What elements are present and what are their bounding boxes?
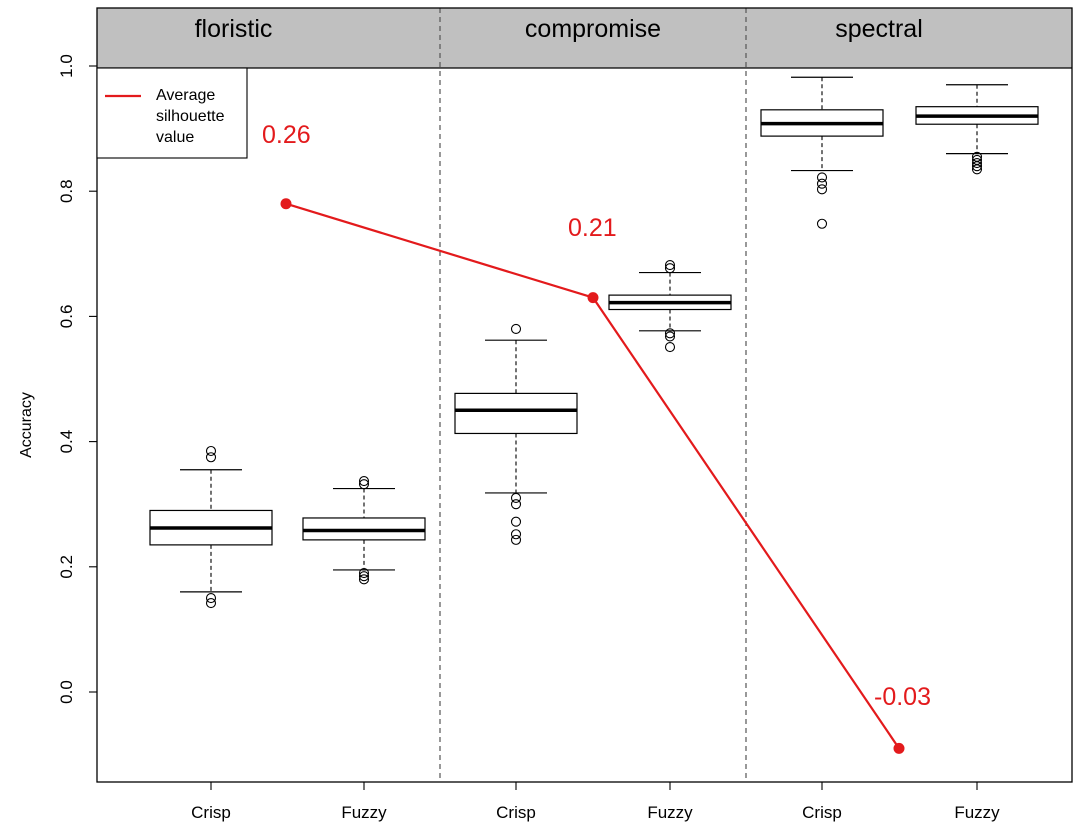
outlier-point-floristic-crisp (205, 593, 217, 604)
x-tick-label-compromise-crisp: Crisp (496, 803, 536, 822)
outlier-point-compromise-crisp (510, 323, 522, 334)
outlier-point-spectral-crisp (816, 178, 828, 189)
panel-title-spectral: spectral (835, 15, 923, 43)
x-tick-label-compromise-fuzzy: Fuzzy (647, 803, 693, 822)
outlier-point-compromise-fuzzy (664, 260, 676, 271)
y-tick-label: 0.4 (57, 430, 76, 454)
outlier-point-spectral-crisp (816, 172, 828, 183)
x-tick-label-spectral-crisp: Crisp (802, 803, 842, 822)
plot-frame (96, 7, 1073, 783)
silhouette-point-compromise (587, 292, 599, 304)
legend-label-line: value (156, 129, 194, 146)
outlier-point-compromise-fuzzy (664, 328, 676, 339)
panel-title-compromise: compromise (525, 15, 661, 43)
outlier-point-compromise-fuzzy (664, 331, 676, 342)
legend-label-line: silhouette (156, 108, 225, 125)
outlier-point-spectral-fuzzy (971, 164, 983, 175)
box-compromise-crisp (454, 392, 578, 435)
panel-strip (97, 8, 1072, 68)
x-tick-label-spectral-fuzzy: Fuzzy (954, 803, 1000, 822)
y-tick-label: 0.8 (57, 179, 76, 203)
y-tick-label: 0.6 (57, 305, 76, 329)
y-tick-label: 0.0 (57, 680, 76, 704)
silhouette-label-compromise: 0.21 (568, 214, 617, 242)
outlier-point-compromise-crisp (510, 529, 522, 540)
outlier-point-spectral-fuzzy (971, 157, 983, 169)
outlier-point-compromise-crisp (510, 499, 522, 510)
outlier-point-floristic-fuzzy (358, 574, 370, 585)
silhouette-label-floristic: 0.26 (262, 121, 311, 149)
y-tick-label: 0.2 (57, 555, 76, 579)
outlier-point-floristic-crisp (205, 445, 217, 457)
outlier-point-compromise-crisp (510, 534, 522, 545)
outlier-point-floristic-fuzzy (358, 475, 370, 487)
y-tick-label: 1.0 (57, 54, 76, 78)
silhouette-point-spectral (893, 742, 905, 754)
outlier-point-compromise-fuzzy (664, 263, 676, 274)
legend-label-line: Average (156, 87, 215, 104)
outlier-point-floristic-fuzzy (358, 568, 370, 579)
silhouette-point-floristic (280, 198, 292, 210)
panel-title-floristic: floristic (195, 15, 273, 43)
outlier-point-spectral-crisp (816, 184, 828, 195)
outlier-point-floristic-crisp (205, 452, 217, 463)
outlier-point-floristic-fuzzy (358, 479, 370, 490)
y-axis-title: Accuracy (18, 392, 35, 458)
outlier-point-floristic-crisp (205, 598, 217, 609)
silhouette-label-spectral: -0.03 (874, 683, 931, 711)
outlier-point-compromise-crisp (510, 516, 522, 527)
outlier-point-spectral-fuzzy (971, 161, 983, 172)
outlier-point-compromise-fuzzy (664, 342, 676, 353)
outlier-point-compromise-crisp (510, 492, 522, 503)
x-tick-label-floristic-fuzzy: Fuzzy (341, 803, 387, 822)
legend-box (96, 67, 248, 159)
outlier-point-spectral-crisp (816, 218, 828, 229)
x-tick-label-floristic-crisp: Crisp (191, 803, 231, 822)
outlier-point-floristic-fuzzy (358, 571, 370, 582)
silhouette-line (285, 202, 900, 749)
